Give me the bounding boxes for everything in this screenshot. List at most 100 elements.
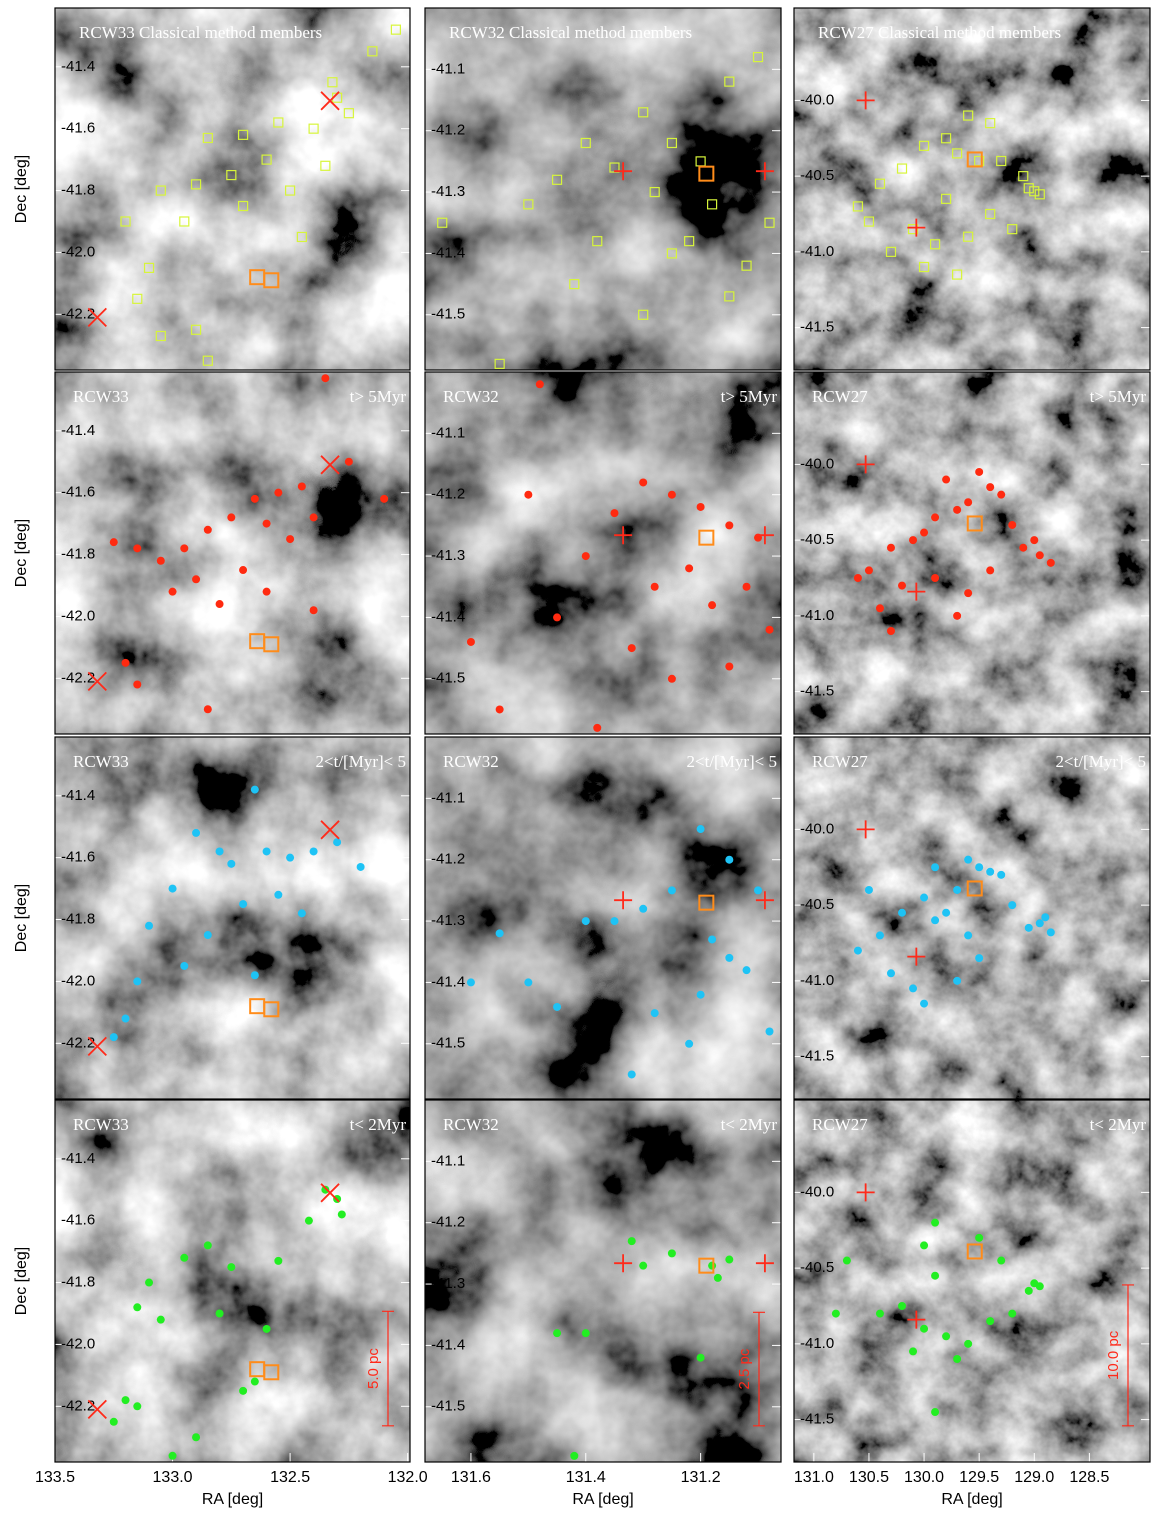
point — [168, 1451, 177, 1460]
panel-frame — [793, 736, 1151, 1100]
point — [592, 236, 603, 247]
point — [610, 509, 619, 518]
point — [885, 246, 897, 257]
point — [864, 885, 873, 894]
point — [920, 1241, 929, 1250]
point — [569, 279, 580, 290]
point — [121, 1396, 130, 1405]
point — [1035, 919, 1044, 928]
source-marker — [320, 1183, 340, 1203]
point — [524, 978, 533, 987]
point — [553, 1329, 562, 1338]
source-marker — [907, 582, 926, 601]
point — [239, 900, 248, 909]
source-marker — [87, 1036, 107, 1057]
point — [963, 110, 974, 121]
point — [650, 582, 659, 591]
source-marker — [755, 1254, 774, 1273]
source-marker — [698, 1257, 715, 1274]
y-tick-label: -41.0 — [800, 243, 834, 260]
point — [227, 859, 236, 868]
y-tick-label: -41.8 — [61, 1274, 95, 1291]
point — [898, 908, 907, 917]
panel: -41.4 -41.6 -41.8 -42.0 -42.2 RCW33 t> 5Myr — [55, 372, 410, 734]
panel-title: RCW32 Classical method members — [449, 23, 692, 42]
point — [250, 971, 259, 980]
x-tick-label: 131.2 — [681, 1469, 721, 1486]
source-marker — [614, 891, 633, 910]
point — [997, 490, 1006, 499]
point — [581, 552, 590, 561]
point — [898, 581, 907, 590]
nebula-image — [425, 1100, 781, 1462]
point — [1024, 923, 1033, 932]
point — [1035, 1282, 1044, 1291]
nebula-image — [55, 1100, 410, 1462]
y-tick-label: -41.6 — [61, 849, 95, 866]
y-tick-label: -41.2 — [431, 122, 465, 139]
point — [179, 216, 190, 227]
point — [708, 1261, 717, 1270]
y-tick-label: -41.8 — [61, 546, 95, 563]
point — [918, 261, 930, 273]
point — [706, 199, 718, 210]
point — [1046, 558, 1055, 567]
point — [168, 587, 177, 596]
y-tick-label: -40.0 — [800, 820, 834, 837]
point — [708, 935, 717, 944]
point — [274, 488, 283, 497]
point — [667, 1249, 676, 1258]
y-tick-label: -41.1 — [431, 60, 465, 77]
panel-frame — [54, 371, 411, 735]
point — [875, 1309, 884, 1318]
panel-title: RCW27 Classical method members — [818, 23, 1061, 42]
point — [262, 847, 271, 856]
point — [192, 1433, 201, 1442]
y-tick-label: -42.0 — [61, 607, 95, 624]
point — [953, 976, 962, 985]
panel-title: RCW27 — [812, 387, 868, 406]
point — [1007, 224, 1018, 235]
panel: -40.0 -40.5 -41.0 -41.5 RCW27 Classical meth… — [794, 8, 1150, 370]
point — [1019, 543, 1028, 552]
point — [964, 855, 973, 864]
point — [666, 137, 678, 149]
panel-frame — [54, 1099, 411, 1463]
point — [964, 498, 973, 507]
point — [842, 1256, 851, 1265]
x-axis-label: RA [deg] — [572, 1491, 633, 1508]
point — [273, 117, 284, 128]
y-tick-label: -41.5 — [431, 1398, 465, 1415]
point — [964, 931, 973, 940]
panel-frame — [424, 1099, 782, 1463]
point — [344, 457, 353, 466]
point — [133, 977, 142, 986]
point — [920, 528, 929, 537]
y-tick-label: -41.5 — [431, 670, 465, 687]
point — [918, 140, 930, 151]
x-tick-label: 129.0 — [1014, 1469, 1054, 1486]
point — [466, 978, 475, 987]
point — [783, 540, 791, 548]
source-marker — [87, 1399, 107, 1420]
point — [725, 855, 734, 864]
x-axis-label: RA [deg] — [202, 1491, 263, 1508]
point — [133, 1402, 142, 1411]
point — [286, 535, 295, 544]
point — [783, 917, 791, 925]
point — [627, 1070, 636, 1079]
point — [742, 582, 751, 591]
panel-annotation: 2<t/[Myr]< 5 — [316, 752, 406, 771]
source-marker — [755, 526, 774, 545]
point — [274, 890, 283, 899]
point — [495, 929, 504, 938]
point — [986, 1317, 995, 1326]
point — [581, 1329, 590, 1338]
point — [304, 1216, 313, 1225]
x-tick-label: 133.5 — [35, 1469, 75, 1486]
y-tick-label: -41.3 — [431, 547, 465, 564]
point — [638, 107, 649, 118]
point — [667, 674, 676, 683]
point — [627, 644, 636, 653]
source-marker — [263, 1001, 280, 1018]
